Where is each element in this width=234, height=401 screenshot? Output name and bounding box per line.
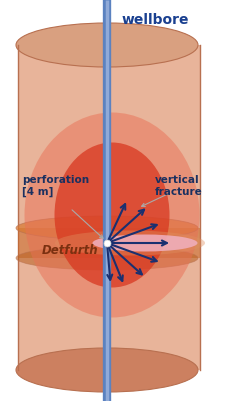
Ellipse shape	[55, 142, 169, 288]
Ellipse shape	[92, 235, 197, 251]
Ellipse shape	[25, 113, 200, 318]
Ellipse shape	[16, 216, 198, 240]
Text: Detfurth: Detfurth	[42, 245, 99, 257]
Text: vertical
fracture: vertical fracture	[155, 175, 203, 196]
Polygon shape	[18, 45, 200, 370]
Text: wellbore: wellbore	[122, 13, 190, 27]
Ellipse shape	[16, 348, 198, 392]
Ellipse shape	[55, 231, 205, 255]
Ellipse shape	[16, 23, 198, 67]
Text: perforation
[4 m]: perforation [4 m]	[22, 175, 89, 197]
Polygon shape	[18, 228, 200, 258]
Ellipse shape	[16, 246, 198, 270]
